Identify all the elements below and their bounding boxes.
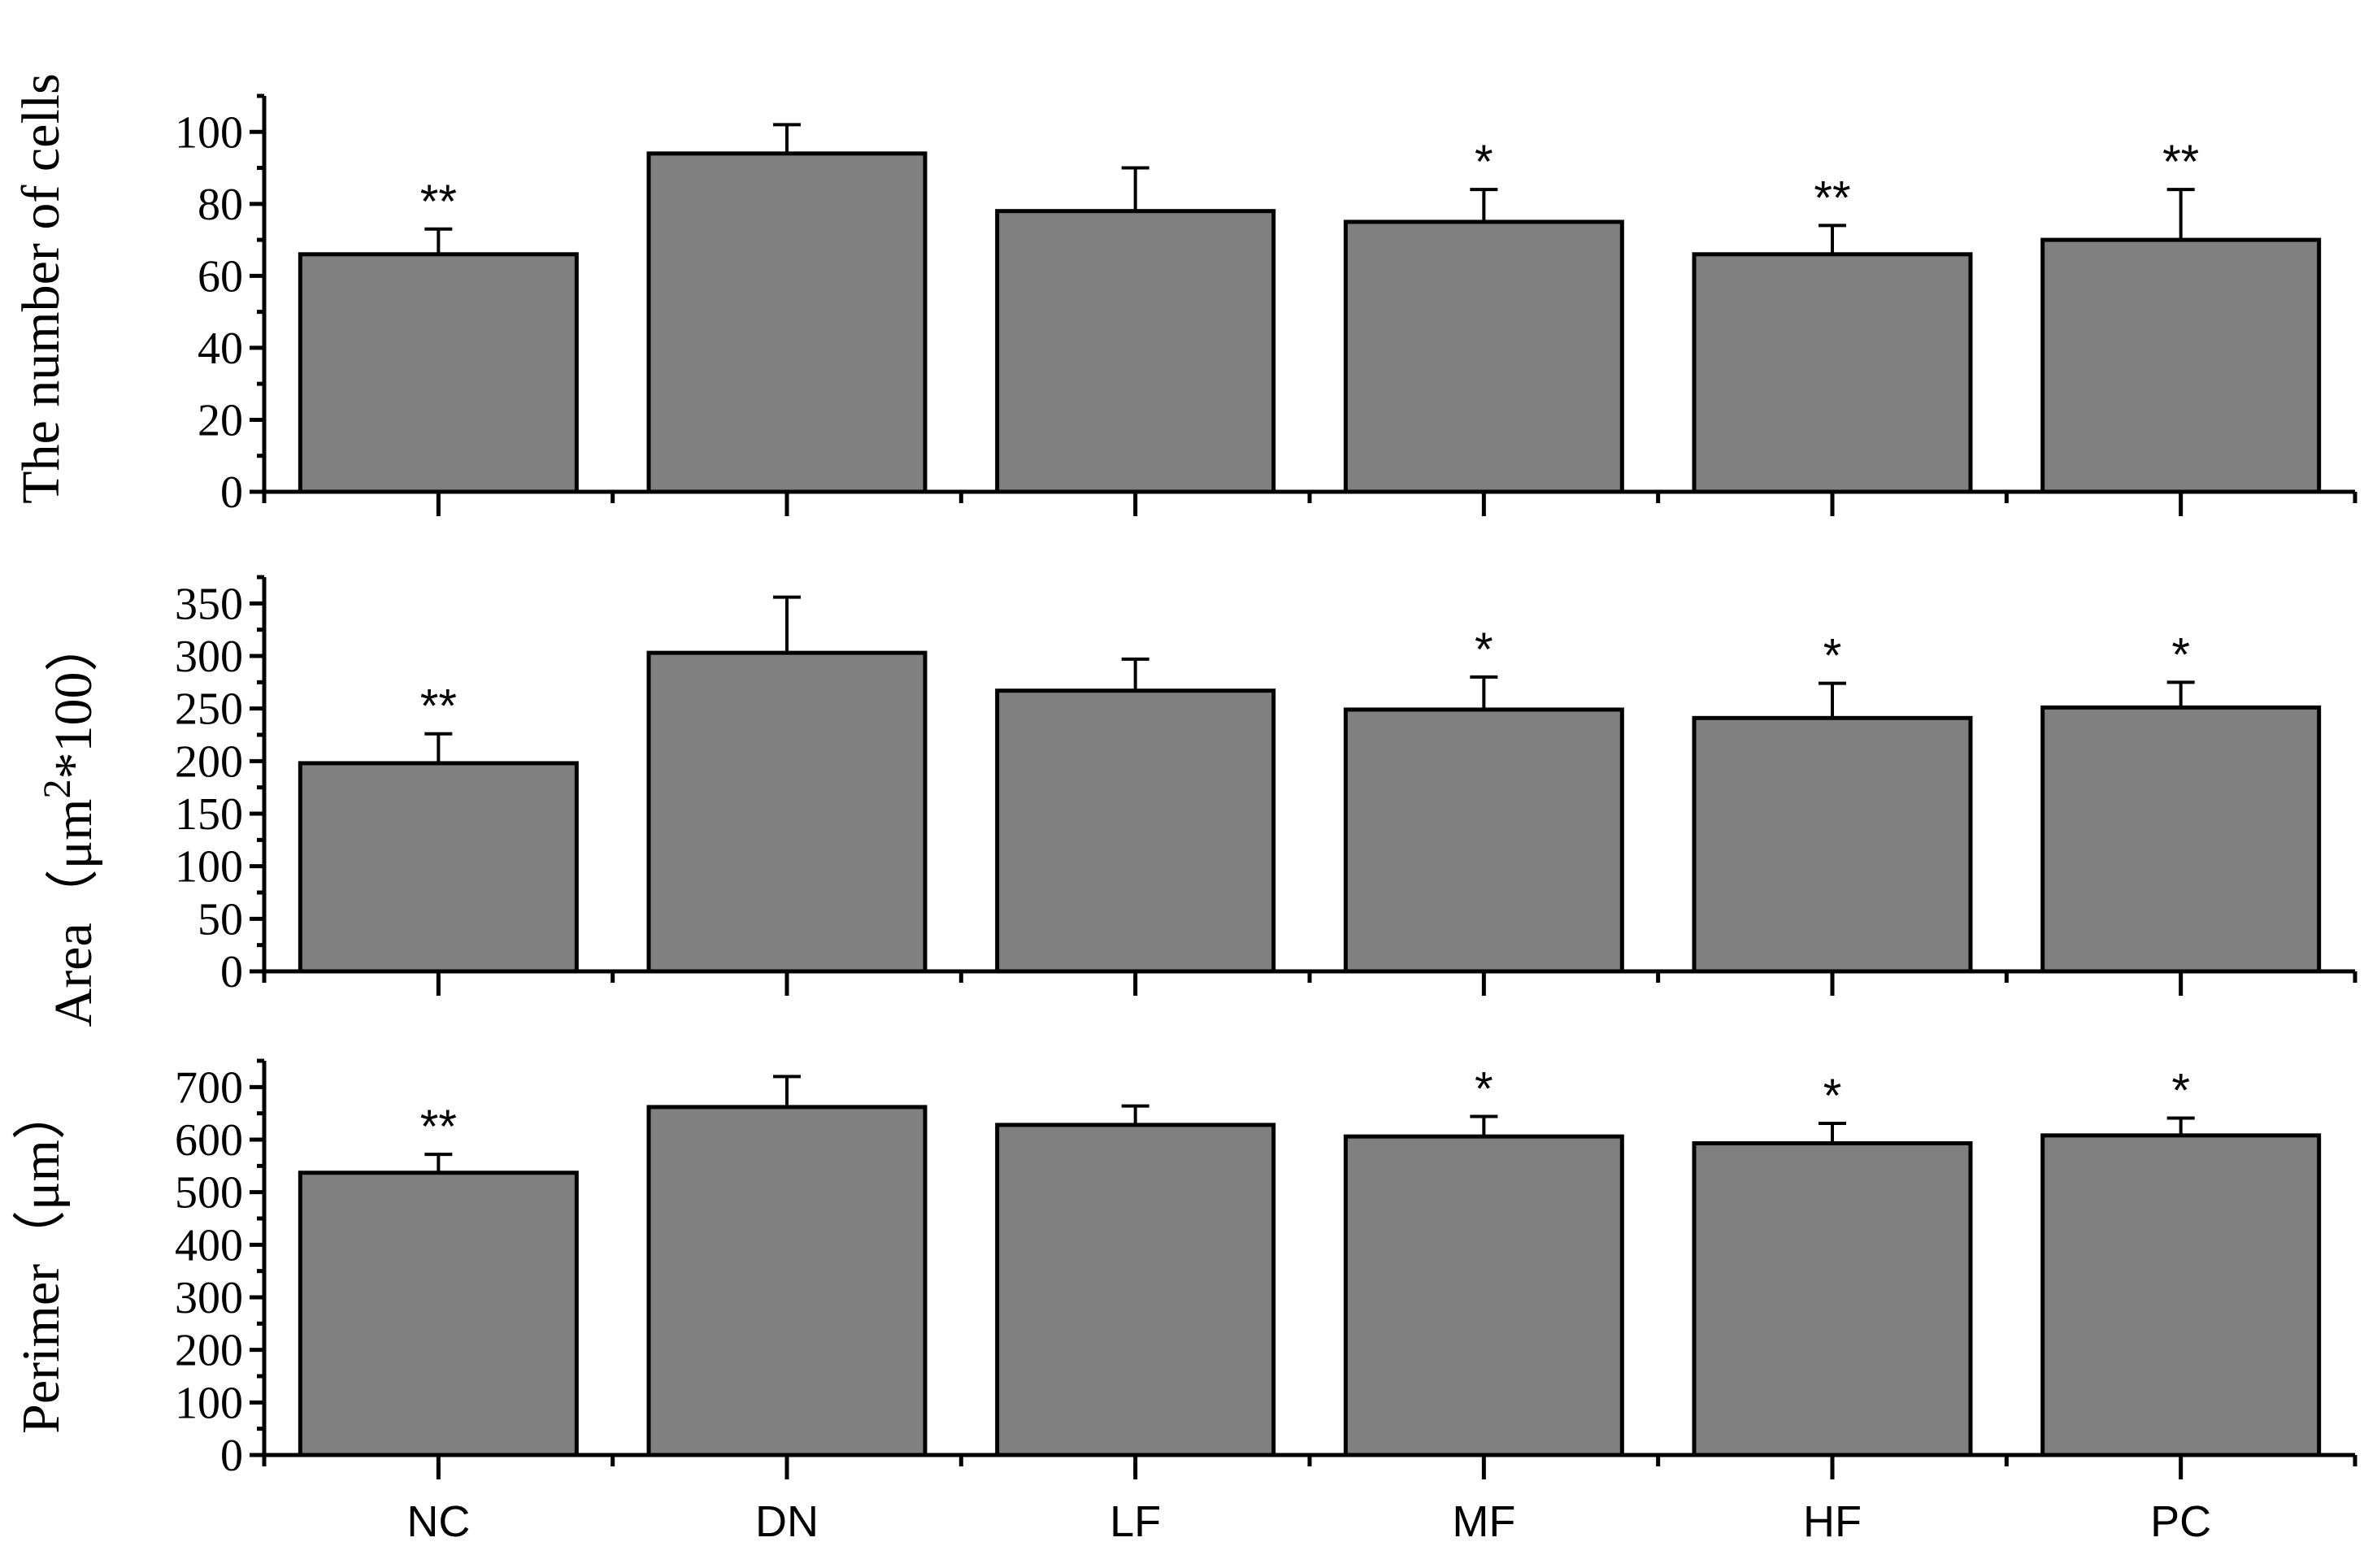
y-tick-label: 100	[175, 842, 243, 893]
y-tick-label: 200	[175, 1326, 243, 1376]
y-tick-label: 600	[175, 1115, 243, 1166]
x-tick-label: HF	[1803, 1497, 1862, 1546]
y-tick-label: 350	[175, 579, 243, 629]
y-tick-label: 60	[198, 251, 243, 302]
y-axis-title-text: Perimer（μm）	[11, 1086, 71, 1434]
y-tick-label: 0	[220, 1431, 243, 1481]
y-axis-title-text: Area（μm	[44, 799, 103, 1027]
y-tick-label: 80	[198, 180, 243, 230]
bar-lf	[995, 1123, 1276, 1457]
significance-label: **	[2162, 136, 2199, 189]
y-tick-label: 150	[175, 789, 243, 840]
y-axis-title-text: The number of cells	[11, 73, 71, 504]
y-axis-title-sup: 2	[36, 780, 79, 799]
y-tick-label: 300	[175, 632, 243, 682]
y-tick-label: 250	[175, 684, 243, 735]
significance-label: *	[1475, 136, 1493, 189]
bar-nc	[298, 761, 579, 974]
significance-label: *	[1823, 1070, 1842, 1123]
significance-label: **	[1814, 172, 1850, 224]
bar-pc	[2040, 1133, 2322, 1457]
x-tick-label: PC	[2150, 1497, 2211, 1546]
bar-mf	[1343, 1134, 1624, 1457]
bar-dn	[646, 151, 928, 494]
significance-label: *	[2171, 1064, 2190, 1117]
y-tick-label: 0	[220, 947, 243, 997]
y-tick-label: 20	[198, 395, 243, 445]
y-tick-label: 40	[198, 324, 243, 374]
significance-label: **	[420, 1101, 457, 1153]
y-tick-label: 500	[175, 1168, 243, 1218]
y-tick-label: 0	[220, 467, 243, 518]
y-tick-label: 200	[175, 736, 243, 787]
significance-label: *	[2171, 628, 2190, 681]
y-tick-label: 400	[175, 1220, 243, 1270]
y-tick-label: 100	[175, 107, 243, 158]
significance-label: *	[1475, 623, 1493, 676]
bar-pc	[2040, 705, 2322, 974]
y-tick-label: 100	[175, 1378, 243, 1428]
bar-mf	[1343, 219, 1624, 494]
x-tick-label: DN	[755, 1497, 819, 1546]
significance-label: **	[420, 680, 457, 733]
x-tick-label: NC	[406, 1497, 470, 1546]
bar-hf	[1692, 715, 1973, 974]
bar-mf	[1343, 707, 1624, 974]
y-tick-label: 700	[175, 1062, 243, 1113]
bar-pc	[2040, 237, 2322, 494]
x-tick-label: MF	[1452, 1497, 1515, 1546]
bar-nc	[298, 252, 579, 494]
bar-dn	[646, 650, 928, 974]
significance-label: *	[1475, 1063, 1493, 1116]
bar-hf	[1692, 252, 1973, 494]
bar-lf	[995, 688, 1276, 974]
y-axis-title: Area（μm2*100）	[36, 619, 104, 1027]
y-axis-title-suffix: *100）	[44, 619, 103, 780]
bar-dn	[646, 1105, 928, 1457]
significance-label: *	[1823, 630, 1842, 683]
y-axis-title: Perimer（μm）	[11, 1086, 71, 1434]
bar-nc	[298, 1171, 579, 1457]
bar-lf	[995, 209, 1276, 494]
y-tick-label: 50	[198, 894, 243, 945]
y-axis-title: The number of cells	[11, 73, 71, 504]
x-tick-label: LF	[1110, 1497, 1161, 1546]
significance-label: **	[420, 176, 457, 228]
bar-hf	[1692, 1141, 1973, 1457]
y-tick-label: 300	[175, 1273, 243, 1323]
